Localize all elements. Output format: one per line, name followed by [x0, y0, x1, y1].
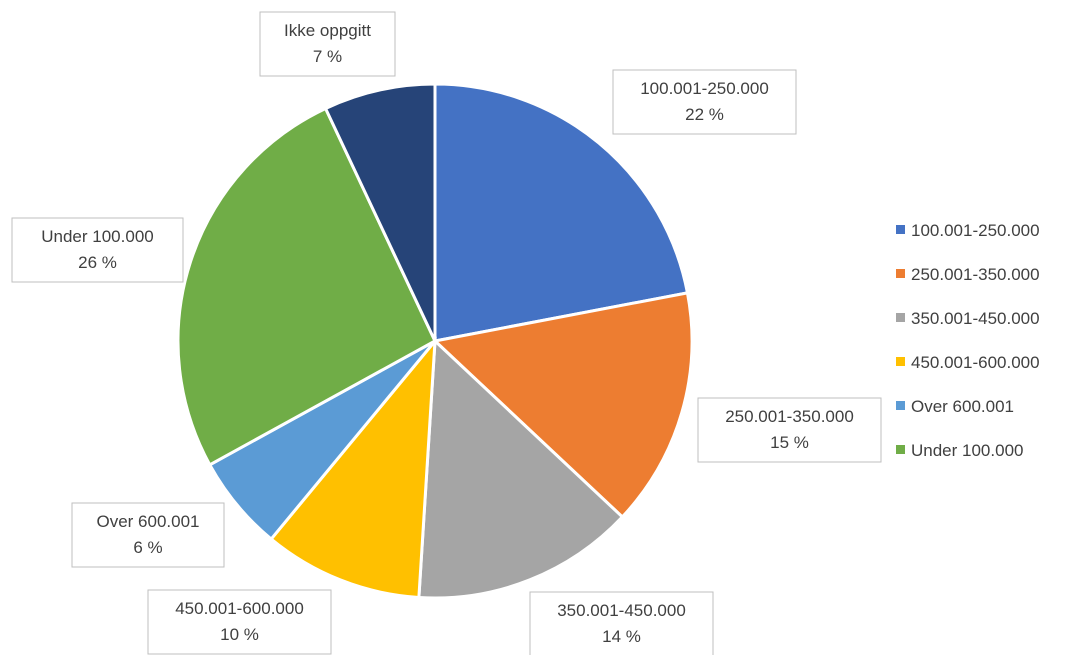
- data-label-percent: 22 %: [685, 105, 724, 124]
- data-label-percent: 26 %: [78, 253, 117, 272]
- legend-label: 350.001-450.000: [911, 309, 1040, 328]
- pie-slice-3: [417, 337, 625, 600]
- data-label-3: 350.001-450.000 14 %: [529, 591, 714, 655]
- data-labels: 100.001-250.000 22 % 250.001-350.000 15 % 35…: [11, 11, 882, 655]
- data-label-1: 100.001-250.000 22 %: [612, 69, 797, 135]
- data-label-7: Ikke oppgitt 7 %: [259, 11, 396, 77]
- legend-swatch: [896, 313, 905, 322]
- data-label-percent: 14 %: [602, 627, 641, 646]
- legend-label: 250.001-350.000: [911, 265, 1040, 284]
- pie-slice-4: [269, 336, 437, 600]
- legend-item: 250.001-350.000: [896, 265, 1040, 284]
- data-label-category: 250.001-350.000: [725, 407, 854, 426]
- legend-label: Under 100.000: [911, 441, 1023, 460]
- legend-swatch: [896, 401, 905, 410]
- data-label-category: Ikke oppgitt: [284, 21, 371, 40]
- data-label-box: [612, 69, 797, 135]
- data-label-percent: 15 %: [770, 433, 809, 452]
- data-label-box: [529, 591, 714, 655]
- data-label-2: 250.001-350.000 15 %: [697, 397, 882, 463]
- data-label-box: [71, 502, 225, 568]
- data-label-category: 100.001-250.000: [640, 79, 769, 98]
- data-label-percent: 7 %: [313, 47, 342, 66]
- pie-slice-1: [433, 82, 690, 343]
- data-label-category: Under 100.000: [41, 227, 153, 246]
- data-label-5: Over 600.001 6 %: [71, 502, 225, 568]
- data-label-6: Under 100.000 26 %: [11, 217, 184, 283]
- legend-label: 100.001-250.000: [911, 221, 1040, 240]
- data-label-percent: 6 %: [133, 538, 162, 557]
- legend-swatch: [896, 269, 905, 278]
- data-label-box: [259, 11, 396, 77]
- data-label-percent: 10 %: [220, 625, 259, 644]
- data-label-box: [11, 217, 184, 283]
- pie-slice-7: [323, 82, 437, 342]
- legend-swatch: [896, 225, 905, 234]
- legend-swatch: [896, 357, 905, 366]
- legend-swatch: [896, 445, 905, 454]
- legend-label: 450.001-600.000: [911, 353, 1040, 372]
- legend-item: Over 600.001: [896, 397, 1014, 416]
- pie-slice-6: [176, 106, 437, 467]
- legend-item: 350.001-450.000: [896, 309, 1040, 328]
- data-label-box: [697, 397, 882, 463]
- data-label-category: Over 600.001: [96, 512, 199, 531]
- legend-label: Over 600.001: [911, 397, 1014, 416]
- legend: 100.001-250.000 250.001-350.000 350.001-45…: [896, 221, 1040, 460]
- pie-slices: [176, 82, 694, 600]
- legend-item: 100.001-250.000: [896, 221, 1040, 240]
- data-label-box: [147, 589, 332, 655]
- legend-item: Under 100.000: [896, 441, 1023, 460]
- data-label-category: 450.001-600.000: [175, 599, 304, 618]
- data-label-category: 350.001-450.000: [557, 601, 686, 620]
- pie-slice-2: [431, 291, 694, 520]
- legend-item: 450.001-600.000: [896, 353, 1040, 372]
- data-label-4: 450.001-600.000 10 %: [147, 589, 332, 655]
